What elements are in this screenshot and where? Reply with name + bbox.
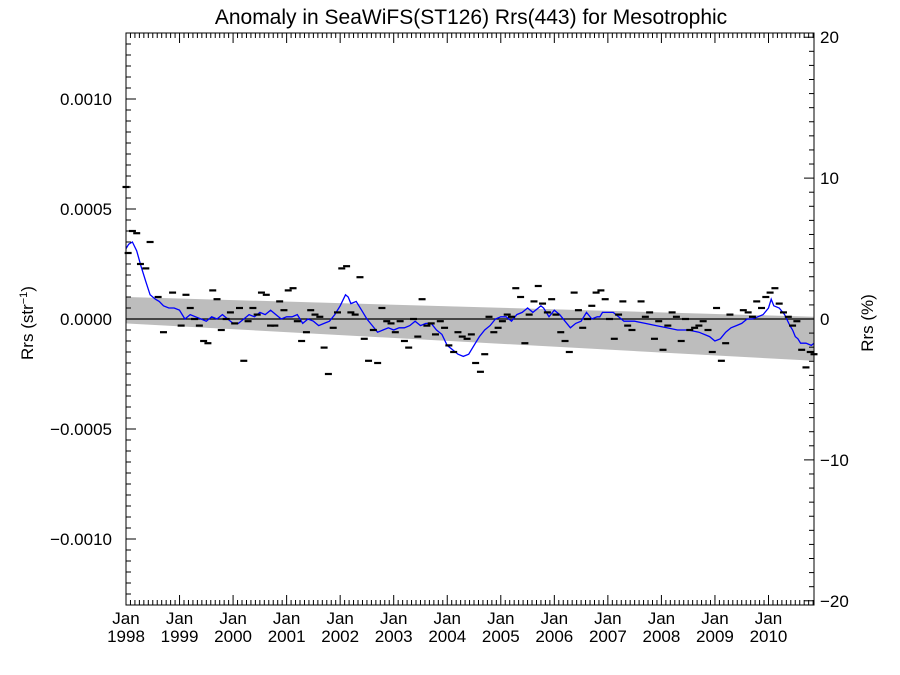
- right-axis-tick-label: 0: [820, 310, 829, 329]
- x-axis-tick-label-year: 2002: [321, 627, 359, 646]
- left-axis-tick-label: −0.0010: [50, 530, 112, 549]
- x-axis-tick-label-year: 2003: [375, 627, 413, 646]
- monthly-anomaly-points: [122, 185, 818, 376]
- left-axis-tick-label: 0.0000: [60, 310, 112, 329]
- x-axis-tick-label-month: Jan: [541, 609, 568, 628]
- x-axis-tick-label-year: 2005: [482, 627, 520, 646]
- x-axis-tick-label-year: 2010: [750, 627, 788, 646]
- x-axis-tick-label-year: 2007: [589, 627, 627, 646]
- right-axis-tick-label: −10: [820, 451, 849, 470]
- x-axis-tick-label-month: Jan: [219, 609, 246, 628]
- axis-ticks: [125, 32, 814, 606]
- x-axis-tick-label-year: 2001: [268, 627, 306, 646]
- x-axis-tick-label-month: Jan: [487, 609, 514, 628]
- chart-title: Anomaly in SeaWiFS(ST126) Rrs(443) for M…: [215, 6, 727, 29]
- right-axis-tick-label: 10: [820, 169, 839, 188]
- axis-tick-labels: 0.00100.00050.0000−0.0005−0.001020100−10…: [50, 28, 849, 646]
- x-axis-tick-label-month: Jan: [380, 609, 407, 628]
- trend-confidence-band: [126, 297, 814, 361]
- x-axis-tick-label-year: 2000: [214, 627, 252, 646]
- left-axis-tick-label: −0.0005: [50, 420, 112, 439]
- y-axis-label-left: Rrs (str−1): [18, 286, 37, 360]
- plot-area: [122, 32, 818, 606]
- x-axis-tick-label-month: Jan: [434, 609, 461, 628]
- x-axis-tick-label-year: 2004: [428, 627, 466, 646]
- x-axis-tick-label-month: Jan: [273, 609, 300, 628]
- y-axis-label-right: Rrs (%): [858, 294, 877, 352]
- x-axis-tick-label-year: 2009: [696, 627, 734, 646]
- right-axis-tick-label: 20: [820, 28, 839, 47]
- right-axis-tick-label: −20: [820, 592, 849, 611]
- x-axis-tick-label-month: Jan: [166, 609, 193, 628]
- x-axis-tick-label-year: 2006: [535, 627, 573, 646]
- left-axis-tick-label: 0.0005: [60, 200, 112, 219]
- left-axis-tick-label: 0.0010: [60, 90, 112, 109]
- x-axis-tick-label-year: 1999: [161, 627, 199, 646]
- x-axis-tick-label-year: 1998: [107, 627, 145, 646]
- x-axis-tick-label-month: Jan: [755, 609, 782, 628]
- x-axis-tick-label-month: Jan: [112, 609, 139, 628]
- x-axis-tick-label-month: Jan: [701, 609, 728, 628]
- x-axis-tick-label-year: 2008: [642, 627, 680, 646]
- x-axis-tick-label-month: Jan: [326, 609, 353, 628]
- x-axis-tick-label-month: Jan: [648, 609, 675, 628]
- x-axis-tick-label-month: Jan: [594, 609, 621, 628]
